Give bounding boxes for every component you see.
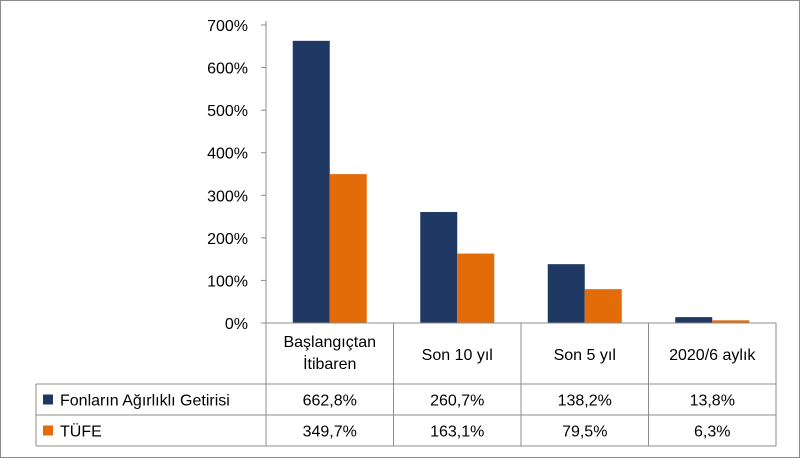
bars: [292, 40, 750, 323]
data-cell: 260,7%: [430, 393, 484, 410]
y-tick-label: 400%: [207, 146, 248, 163]
bar-funds: [675, 317, 713, 323]
legend-swatch: [43, 425, 53, 436]
data-cell: 6,3%: [694, 424, 730, 441]
y-tick-label: 300%: [207, 188, 248, 205]
bar-cpi: [457, 253, 495, 323]
y-tick-label: 600%: [207, 61, 248, 78]
bar-cpi: [712, 320, 750, 323]
y-axis: 0% 100% 200% 300% 400% 500% 600% 700%: [207, 18, 267, 333]
data-cell: 349,7%: [303, 424, 357, 441]
y-tick-label: 500%: [207, 103, 248, 120]
category-label: Son 10 yıl: [422, 347, 493, 364]
bar-cpi: [329, 174, 367, 323]
legend-swatch: [43, 394, 53, 405]
bar-cpi: [584, 289, 622, 323]
category-label: Son 5 yıl: [554, 347, 616, 364]
category-label: Başlangıçtan: [283, 334, 376, 351]
data-table: Başlangıçtan İtibaren Son 10 yıl Son 5 yıl 2…: [35, 322, 777, 447]
y-tick-label: 700%: [207, 18, 248, 35]
category-label: İtibaren: [303, 354, 356, 373]
series-name: TÜFE: [60, 423, 102, 441]
category-label: 2020/6 aylık: [669, 347, 756, 364]
data-cell: 13,8%: [690, 393, 735, 410]
y-tick-label: 0%: [225, 316, 248, 333]
data-cell: 662,8%: [303, 393, 357, 410]
bar-funds: [547, 264, 585, 323]
data-cell: 163,1%: [430, 424, 484, 441]
y-tick-label: 100%: [207, 273, 248, 290]
y-tick-label: 200%: [207, 231, 248, 248]
data-cell: 138,2%: [558, 393, 612, 410]
bar-funds: [292, 40, 330, 323]
series-name: Fonların Ağırlıklı Getirisi: [60, 393, 230, 410]
data-cell: 79,5%: [562, 424, 607, 441]
bar-funds: [420, 212, 458, 323]
